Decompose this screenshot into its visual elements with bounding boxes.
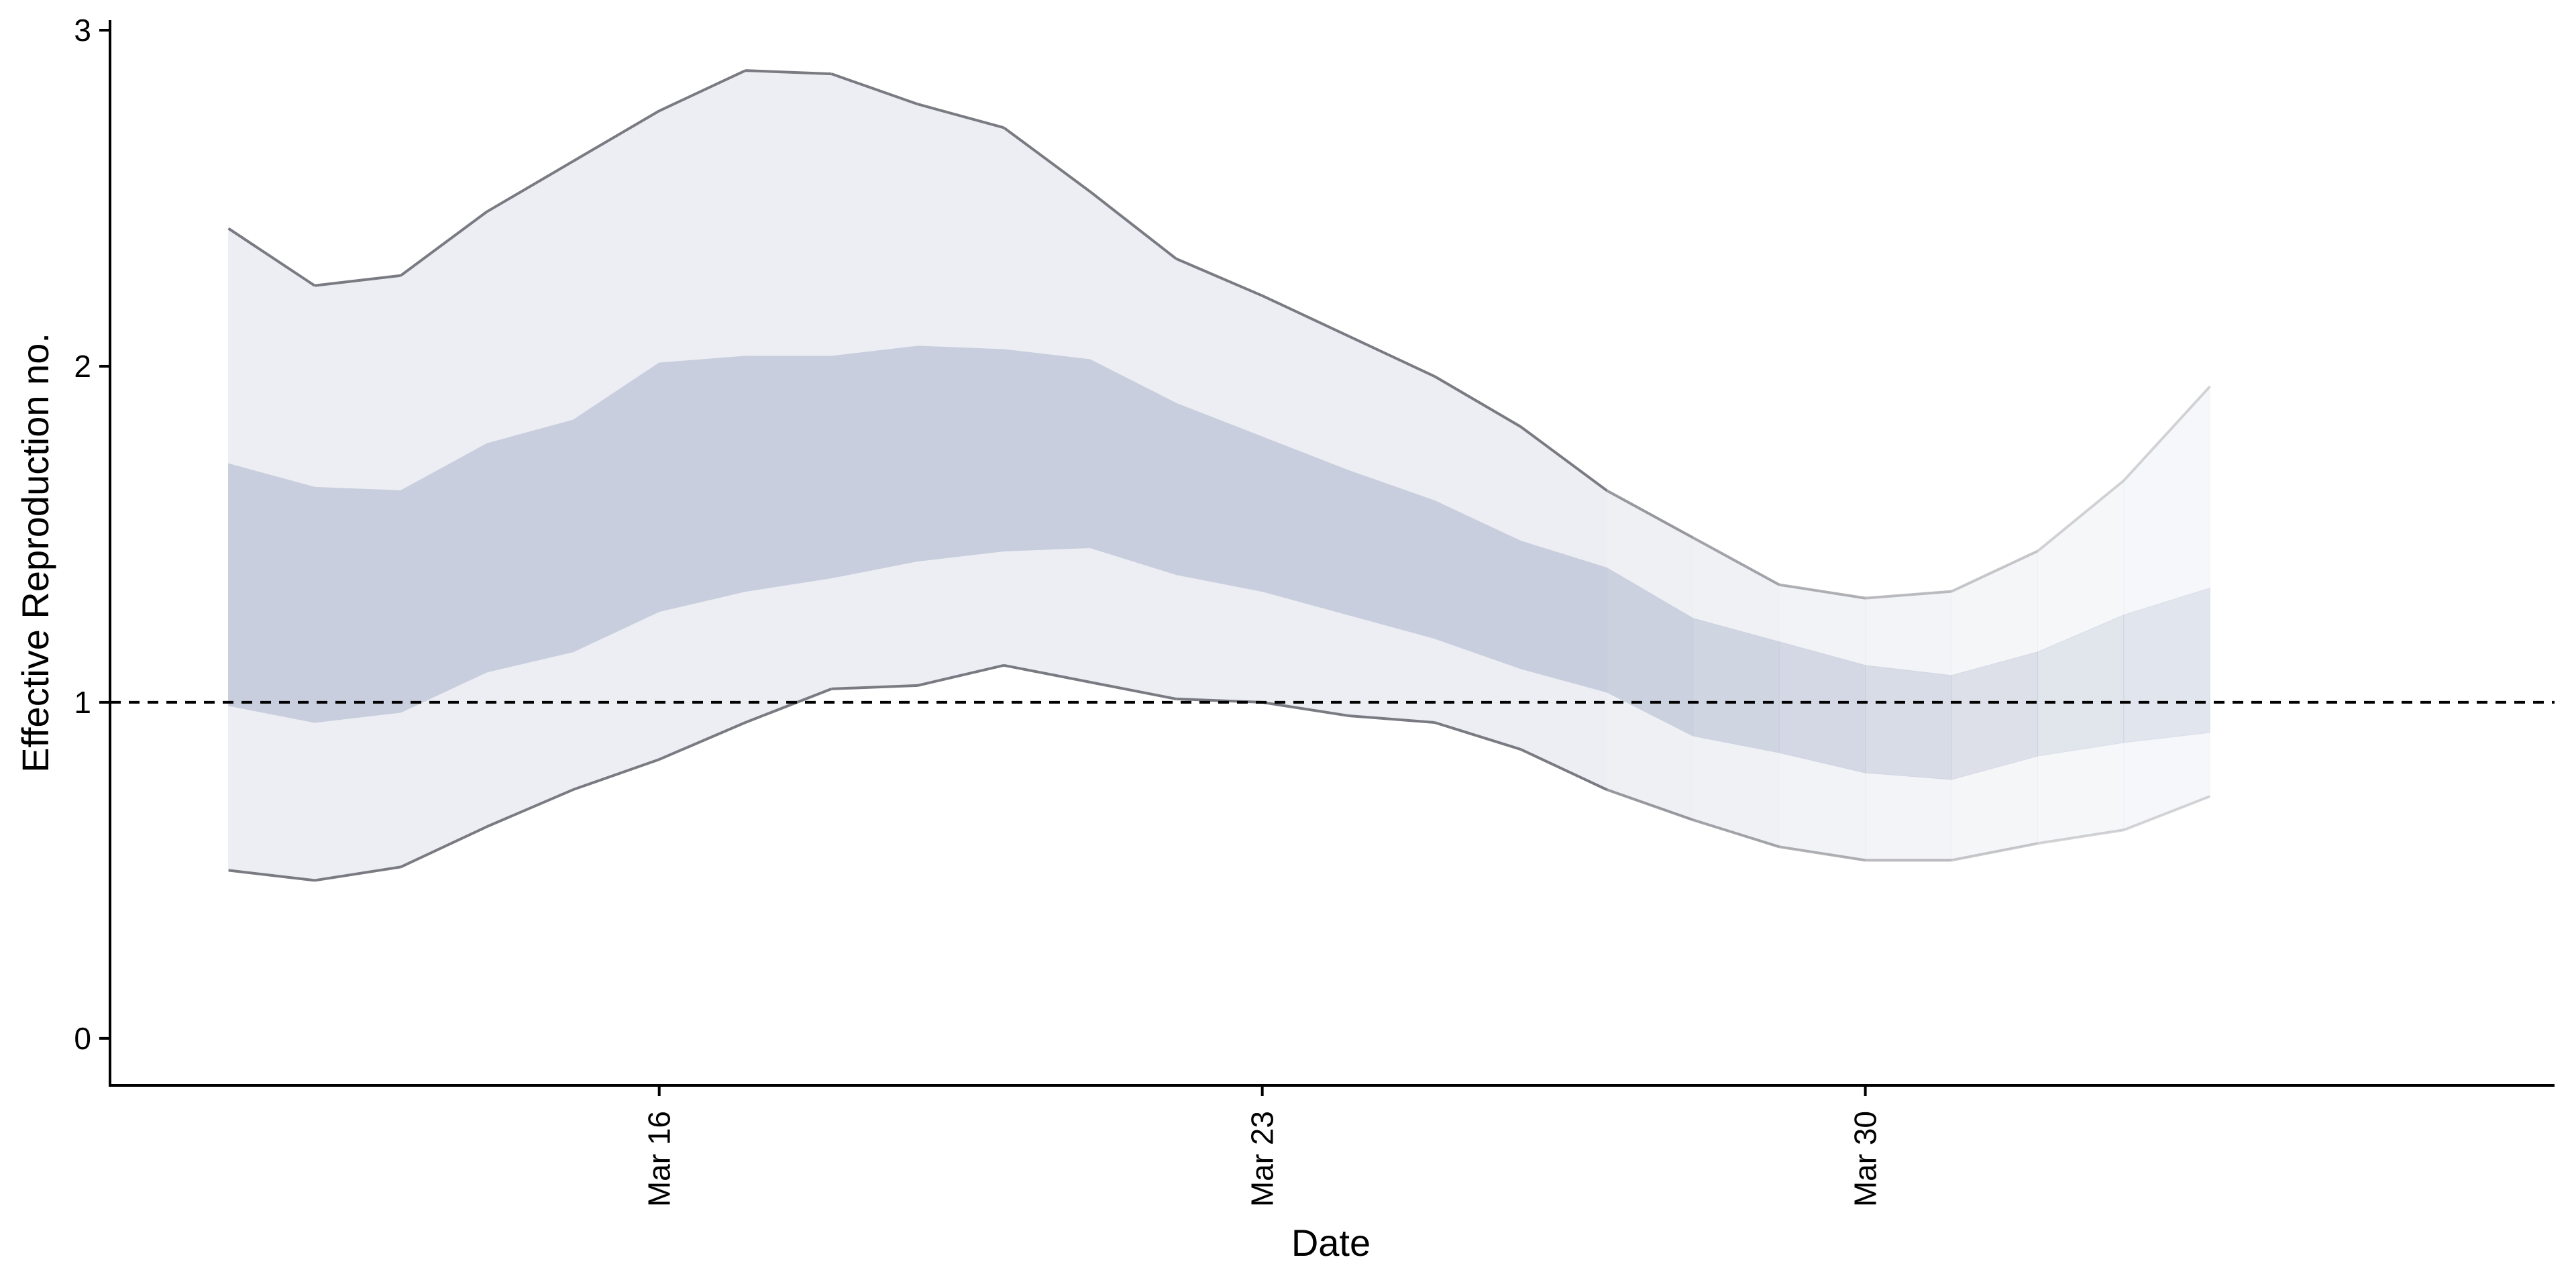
upper-bound-line-segment: [227, 227, 316, 287]
inner-band-segment: [745, 356, 833, 592]
lower-bound-line-segment: [917, 663, 1004, 687]
inner-band-segment: [1175, 402, 1263, 592]
upper-bound-line-segment: [1778, 583, 1866, 600]
y-tick-label: 3: [74, 13, 91, 48]
inner-band-segment: [1003, 349, 1091, 552]
upper-bound-line-segment: [1261, 294, 1349, 337]
inner-band-segment: [400, 443, 488, 713]
y-tick-label: 0: [74, 1021, 91, 1056]
lower-bound-line-segment: [1348, 714, 1435, 724]
lower-bound-line-segment: [572, 758, 660, 792]
inner-band-segment: [1693, 618, 1780, 753]
lower-bound-line-segment: [1606, 788, 1694, 822]
lower-bound-line-segment: [831, 684, 918, 690]
upper-bound-line-segment: [658, 69, 746, 113]
lower-bound-line-segment: [1434, 721, 1521, 751]
inner-band-segment: [831, 345, 918, 579]
lower-bound-line-segment: [2123, 795, 2211, 832]
upper-bound-line-segment: [1003, 126, 1091, 193]
upper-bound-line-segment: [1175, 257, 1263, 297]
inner-band-segment: [2123, 587, 2210, 743]
upper-bound-line-segment: [314, 274, 401, 287]
upper-bound-line-segment: [2037, 479, 2125, 553]
upper-bound-line-segment: [1606, 489, 1694, 539]
lower-bound-line-segment: [1520, 748, 1608, 791]
lower-bound-line-segment: [1089, 680, 1177, 700]
y-tick-label: 2: [74, 349, 91, 384]
lower-bound-line-segment: [1778, 845, 1866, 862]
lower-bound-line-segment: [2037, 828, 2125, 845]
lower-bound-line-segment: [1951, 842, 2038, 862]
upper-bound-line-segment: [1089, 190, 1177, 260]
inner-band-segment: [1951, 651, 2038, 780]
upper-bound-line-segment: [1692, 536, 1780, 586]
inner-band-segment: [659, 356, 746, 612]
lower-bound-line-segment: [1693, 818, 1780, 849]
inner-band-segment: [2037, 614, 2125, 757]
outer-band-segment: [2123, 385, 2210, 831]
upper-bound-line-segment: [1951, 549, 2039, 593]
lower-bound-line-segment: [314, 865, 401, 882]
y-ticks: 0 1 2 3: [74, 13, 110, 1056]
upper-bound-line-segment: [2123, 385, 2211, 482]
upper-bound-line-segment: [1348, 335, 1436, 378]
inner-band-segment: [228, 463, 315, 723]
lower-bound-line-segment: [745, 688, 833, 724]
lower-bound-line-segment: [1262, 700, 1349, 717]
upper-bound-line-segment: [572, 109, 660, 163]
upper-bound-line-segment: [486, 160, 574, 213]
upper-bound-line-segment: [400, 210, 488, 277]
bound-lines: [227, 69, 2211, 882]
inner-band-segment: [917, 345, 1004, 562]
x-ticks: Mar 16 Mar 23 Mar 30: [642, 1085, 1883, 1207]
x-tick-label: Mar 30: [1848, 1111, 1883, 1207]
upper-bound-line-segment: [917, 103, 1004, 129]
x-tick-label: Mar 23: [1245, 1111, 1280, 1207]
lower-bound-line-segment: [1004, 663, 1091, 684]
inner-band-segment: [314, 486, 401, 723]
x-tick-label: Mar 16: [642, 1111, 677, 1207]
lower-bound-line-segment: [400, 825, 488, 869]
x-axis-title: Date: [1291, 1222, 1371, 1264]
inner-band-segment: [1520, 540, 1607, 693]
y-tick-label: 1: [74, 685, 91, 720]
lower-bound-line-segment: [658, 721, 746, 761]
lower-bound-line-segment: [486, 788, 574, 828]
inner-band-segment: [1865, 665, 1952, 780]
inner-band-segment: [486, 419, 574, 673]
y-axis-title: Effective Reproduction no.: [14, 333, 56, 773]
upper-bound-line-segment: [1865, 590, 1952, 600]
upper-bound-line-segment: [830, 72, 918, 106]
upper-bound-line-segment: [745, 69, 832, 76]
axes: [109, 20, 2555, 1087]
uncertainty-bands: [228, 70, 2210, 881]
lower-bound-line-segment: [228, 869, 315, 882]
upper-bound-line-segment: [1434, 375, 1521, 428]
lower-bound-line-segment: [1176, 697, 1263, 704]
upper-bound-line-segment: [1519, 425, 1608, 492]
inner-band-segment: [1778, 641, 1866, 773]
